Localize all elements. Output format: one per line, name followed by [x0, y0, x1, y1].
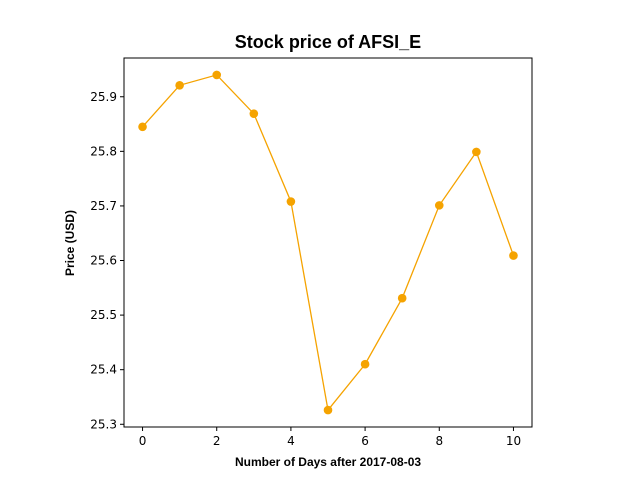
data-point: [323, 405, 333, 415]
x-tick-label: 6: [361, 434, 369, 448]
data-point: [472, 147, 481, 157]
data-point: [286, 197, 296, 206]
x-axis-label: Number of Days after 2017-08-03: [235, 455, 421, 469]
y-tick-label: 25.4: [90, 363, 117, 377]
y-tick-label: 25.7: [90, 199, 117, 213]
y-axis-label: Price (USD): [63, 210, 77, 276]
x-tick-label: 2: [213, 434, 221, 448]
data-point: [175, 80, 184, 90]
x-tick-label: 8: [435, 434, 443, 448]
data-point: [138, 122, 147, 132]
x-tick-label: 0: [139, 434, 147, 448]
series-layer: [138, 70, 518, 415]
y-tick-label: 25.9: [90, 90, 117, 104]
y-tick-label: 25.8: [90, 144, 117, 158]
data-point: [212, 70, 222, 80]
data-point: [397, 293, 407, 303]
data-point: [360, 359, 370, 369]
plot-frame: [123, 57, 533, 428]
data-point: [509, 251, 518, 260]
x-axis-ticks: 0 2 4 6 8 10: [139, 427, 521, 448]
y-tick-label: 25.3: [90, 417, 117, 431]
y-tick-label: 25.6: [90, 254, 117, 268]
x-tick-label: 10: [506, 434, 521, 448]
chart-title: Stock price of AFSI_E: [235, 32, 421, 52]
data-point: [249, 109, 259, 118]
series-line: [142, 74, 515, 412]
y-tick-label: 25.5: [90, 308, 117, 322]
y-axis-ticks: 25.3 25.4 25.5 25.6 25.7 25.8 25.9: [90, 90, 124, 431]
x-tick-label: 4: [287, 434, 295, 448]
data-point: [434, 201, 444, 210]
